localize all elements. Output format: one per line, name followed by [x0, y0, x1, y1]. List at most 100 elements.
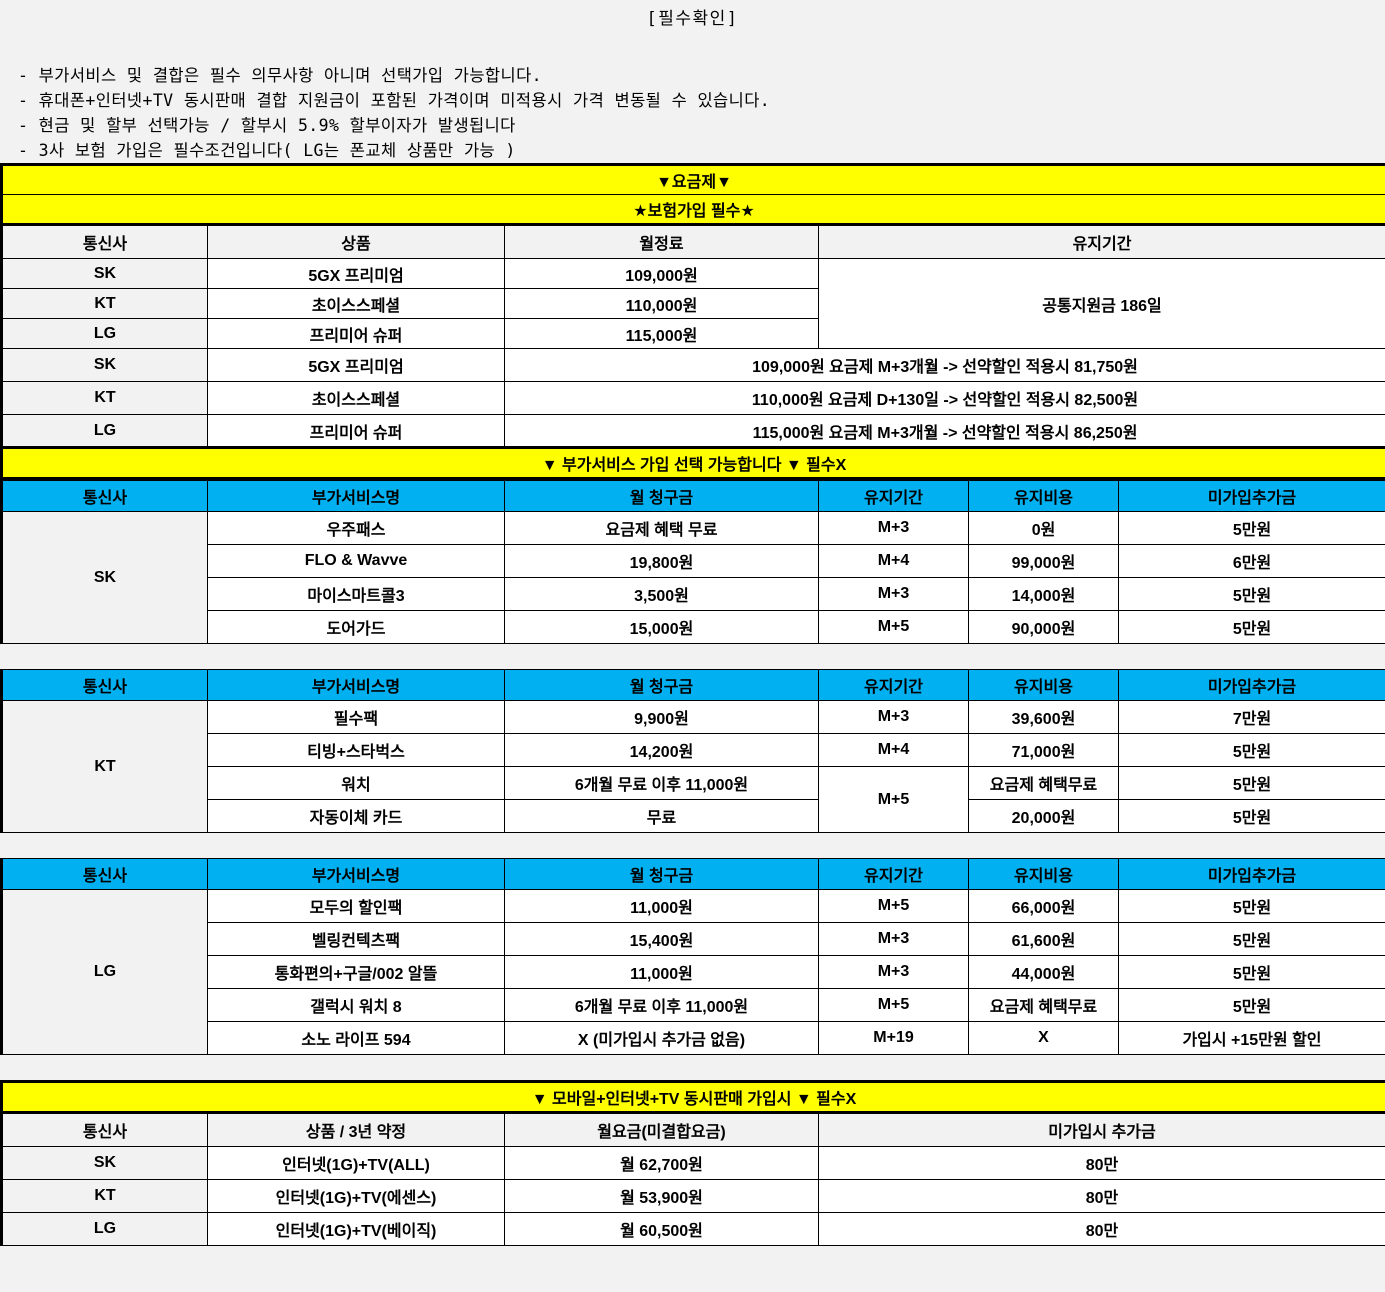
plan-carrier: SK	[0, 348, 208, 382]
vas-penalty: 5만원	[1118, 988, 1385, 1022]
vas-monthly: 요금제 혜택 무료	[504, 511, 819, 545]
vas-period-merged: M+5	[818, 766, 969, 833]
vas-period: M+3	[818, 922, 969, 956]
table-row: 통화편의+구글/002 알뜰 11,000원 M+3 44,000원 5만원	[2, 955, 1385, 989]
vas-monthly: 6개월 무료 이후 11,000원	[504, 988, 819, 1022]
vas-period: M+19	[818, 1021, 969, 1055]
table-row: LG 프리미어 슈퍼 115,000원	[0, 318, 1385, 349]
vas-cost: 0원	[968, 511, 1119, 545]
plan-product: 초이스스페셜	[207, 381, 505, 415]
vas-penalty: 5만원	[1118, 733, 1385, 767]
bundle-carrier: KT	[0, 1179, 208, 1213]
bundle-carrier: LG	[0, 1212, 208, 1246]
plan-support-period: 공통지원금 186일	[817, 258, 1385, 349]
vas-name: 필수팩	[207, 700, 505, 734]
plan-product: 5GX 프리미엄	[207, 258, 505, 289]
vas-cost: 44,000원	[968, 955, 1119, 989]
vas-name: 자동이체 카드	[207, 799, 505, 833]
vas-penalty: 5만원	[1118, 577, 1385, 611]
vas-col-carrier: 통신사	[0, 858, 208, 890]
vas-period: M+3	[818, 700, 969, 734]
bundle-penalty: 80만	[817, 1212, 1385, 1246]
vas-col-monthly: 월 청구금	[504, 480, 819, 512]
plan-header-row: 통신사 상품 월정료 유지기간	[0, 224, 1385, 259]
vas-name: 벨링컨텍츠팩	[207, 922, 505, 956]
vas-penalty: 가입시 +15만원 할인	[1118, 1021, 1385, 1055]
vas-col-monthly: 월 청구금	[504, 669, 819, 701]
vas-period: M+3	[818, 577, 969, 611]
vas-col-cost: 유지비용	[968, 858, 1119, 890]
table-row: 소노 라이프 594 X (미가입시 추가금 없음) M+19 X 가입시 +1…	[2, 1021, 1385, 1055]
vas-cost: 71,000원	[968, 733, 1119, 767]
vas-name: 도어가드	[207, 610, 505, 644]
bundle-product: 인터넷(1G)+TV(에센스)	[207, 1179, 505, 1213]
bundle-band-row: ▼ 모바일+인터넷+TV 동시판매 가입시 ▼ 필수X	[0, 1080, 1385, 1114]
plan-product: 프리미어 슈퍼	[207, 414, 505, 448]
vas-cost: 66,000원	[968, 889, 1119, 923]
bundle-col-carrier: 통신사	[0, 1112, 208, 1147]
vas-monthly: 11,000원	[504, 955, 819, 989]
bundle-col-penalty: 미가입시 추가금	[817, 1112, 1385, 1147]
vas-lg-header-row: 통신사 부가서비스명 월 청구금 유지기간 유지비용 미가입추가금	[0, 858, 1385, 890]
vas-monthly: X (미가입시 추가금 없음)	[504, 1021, 819, 1055]
vas-monthly: 15,000원	[504, 610, 819, 644]
bundle-penalty: 80만	[817, 1179, 1385, 1213]
vas-cost: 61,600원	[968, 922, 1119, 956]
table-row: 워치 6개월 무료 이후 11,000원 M+5 요금제 혜택무료 5만원	[2, 766, 1385, 833]
vas-name: FLO & Wavve	[207, 544, 505, 578]
vas-monthly: 무료	[504, 799, 819, 833]
vas-period: M+3	[818, 955, 969, 989]
vas-penalty: 5만원	[1118, 955, 1385, 989]
bundle-monthly: 월 62,700원	[504, 1146, 819, 1180]
vas-penalty: 5만원	[1118, 511, 1385, 545]
vas-name: 워치	[207, 766, 505, 800]
table-row: SK 5GX 프리미엄 109,000원 요금제 M+3개월 -> 선약할인 적…	[0, 348, 1385, 382]
intro-note-4: - 3사 보험 가입은 필수조건입니다( LG는 폰교체 상품만 가능 )	[18, 141, 516, 160]
bundle-monthly: 월 53,900원	[504, 1179, 819, 1213]
table-row: LG 프리미어 슈퍼 115,000원 요금제 M+3개월 -> 선약할인 적용…	[0, 414, 1385, 448]
vas-name: 통화편의+구글/002 알뜰	[207, 955, 505, 989]
vas-kt-header-row: 통신사 부가서비스명 월 청구금 유지기간 유지비용 미가입추가금	[0, 669, 1385, 701]
bundle-col-monthly: 월요금(미결합요금)	[504, 1112, 819, 1147]
table-spacer	[0, 1055, 1385, 1080]
plan-col-product: 상품	[207, 224, 505, 259]
vas-name: 소노 라이프 594	[207, 1021, 505, 1055]
vas-carrier: KT	[0, 700, 208, 833]
table-row: 마이스마트콜3 3,500원 M+3 14,000원 5만원	[2, 577, 1385, 611]
vas-col-monthly: 월 청구금	[504, 858, 819, 890]
table-row: 도어가드 15,000원 M+5 90,000원 5만원	[2, 610, 1385, 644]
vas-monthly: 6개월 무료 이후 11,000원	[504, 766, 819, 800]
table-row: SK 5GX 프리미엄 109,000원 공통지원금 186일	[0, 258, 1385, 349]
vas-monthly: 11,000원	[504, 889, 819, 923]
plan-carrier: SK	[0, 258, 208, 289]
vas-monthly: 9,900원	[504, 700, 819, 734]
vas-penalty: 6만원	[1118, 544, 1385, 578]
vas-col-name: 부가서비스명	[207, 858, 505, 890]
vas-carrier: LG	[0, 889, 208, 1055]
intro-note-1: - 부가서비스 및 결합은 필수 의무사항 아니며 선택가입 가능합니다.	[18, 66, 542, 85]
vas-table-sk: 통신사 부가서비스명 월 청구금 유지기간 유지비용 미가입추가금 SK 우주패…	[0, 480, 1385, 644]
table-row: KT 초이스스페셜 110,000원 요금제 D+130일 -> 선약할인 적용…	[0, 381, 1385, 415]
vas-col-cost: 유지비용	[968, 480, 1119, 512]
vas-name: 우주패스	[207, 511, 505, 545]
vas-col-penalty: 미가입추가금	[1118, 669, 1385, 701]
table-row: KT 초이스스페셜 110,000원	[0, 288, 1385, 319]
vas-col-period: 유지기간	[818, 669, 969, 701]
table-spacer	[0, 644, 1385, 669]
table-row: LG 모두의 할인팩 11,000원 M+5 66,000원 5만원	[0, 889, 1385, 1055]
vas-monthly: 15,400원	[504, 922, 819, 956]
vas-cost: 요금제 혜택무료	[968, 766, 1119, 800]
plan-col-period: 유지기간	[817, 224, 1385, 259]
vas-sk-header-row: 통신사 부가서비스명 월 청구금 유지기간 유지비용 미가입추가금	[0, 480, 1385, 512]
bundle-header-row: 통신사 상품 / 3년 약정 월요금(미결합요금) 미가입시 추가금	[0, 1112, 1385, 1147]
table-row: SK 인터넷(1G)+TV(ALL) 월 62,700원 80만	[0, 1146, 1385, 1180]
vas-period: M+5	[818, 610, 969, 644]
intro-note-2: - 휴대폰+인터넷+TV 동시판매 결합 지원금이 포함된 가격이며 미적용시 …	[18, 91, 771, 110]
vas-col-cost: 유지비용	[968, 669, 1119, 701]
plan-discount-detail: 115,000원 요금제 M+3개월 -> 선약할인 적용시 86,250원	[503, 414, 1385, 448]
vas-col-name: 부가서비스명	[207, 480, 505, 512]
vas-name: 마이스마트콜3	[207, 577, 505, 611]
bundle-penalty: 80만	[817, 1146, 1385, 1180]
vas-period: M+5	[818, 889, 969, 923]
plan-monthly: 115,000원	[504, 318, 819, 349]
